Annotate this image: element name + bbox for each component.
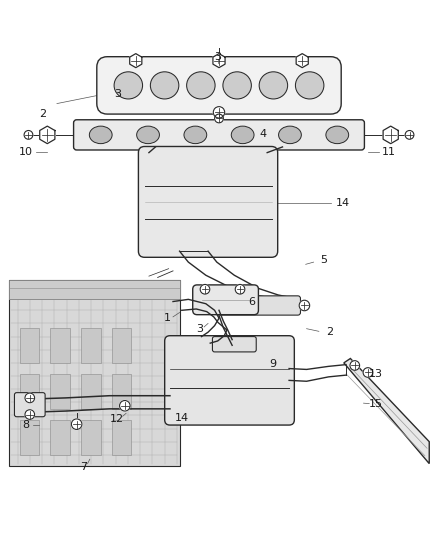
Ellipse shape	[326, 126, 349, 143]
Bar	[20, 374, 39, 409]
Bar	[50, 420, 70, 455]
Ellipse shape	[89, 126, 112, 143]
Ellipse shape	[279, 126, 301, 143]
FancyBboxPatch shape	[219, 296, 300, 315]
Bar	[112, 374, 131, 409]
FancyBboxPatch shape	[138, 147, 278, 257]
Text: 10: 10	[19, 147, 33, 157]
Ellipse shape	[184, 126, 207, 143]
Bar	[50, 328, 70, 363]
Text: 14: 14	[175, 413, 189, 423]
Bar	[112, 420, 131, 455]
Polygon shape	[296, 54, 308, 68]
FancyBboxPatch shape	[193, 285, 258, 314]
Ellipse shape	[137, 126, 159, 143]
FancyBboxPatch shape	[74, 120, 364, 150]
Text: 2: 2	[39, 109, 46, 119]
Text: 15: 15	[369, 399, 383, 409]
Circle shape	[120, 400, 130, 411]
Text: 3: 3	[196, 324, 203, 334]
Circle shape	[24, 131, 33, 139]
Circle shape	[235, 285, 245, 294]
Bar	[81, 328, 101, 363]
Text: 5: 5	[320, 255, 327, 265]
Polygon shape	[149, 147, 283, 152]
Bar	[81, 374, 101, 409]
Bar	[9, 280, 180, 466]
Text: 6: 6	[248, 297, 255, 308]
Bar	[112, 328, 131, 363]
Polygon shape	[40, 126, 55, 143]
Ellipse shape	[259, 72, 288, 99]
Text: 3: 3	[114, 90, 121, 99]
Circle shape	[215, 114, 223, 123]
Text: 14: 14	[336, 198, 350, 208]
Text: 11: 11	[382, 147, 396, 157]
Polygon shape	[344, 359, 429, 464]
Bar	[20, 328, 39, 363]
FancyBboxPatch shape	[165, 336, 294, 425]
Text: 3: 3	[215, 52, 222, 62]
Circle shape	[299, 300, 310, 311]
FancyBboxPatch shape	[14, 393, 45, 417]
Bar	[50, 374, 70, 409]
Ellipse shape	[114, 72, 143, 99]
Ellipse shape	[187, 72, 215, 99]
FancyBboxPatch shape	[212, 336, 256, 352]
Text: 8: 8	[22, 420, 29, 430]
Bar	[81, 420, 101, 455]
Circle shape	[25, 393, 35, 403]
Text: 1: 1	[164, 313, 171, 323]
Circle shape	[405, 131, 414, 139]
Circle shape	[213, 107, 225, 118]
Text: 7: 7	[81, 462, 88, 472]
Text: 2: 2	[326, 327, 333, 337]
Circle shape	[363, 368, 373, 377]
FancyBboxPatch shape	[97, 56, 341, 114]
Ellipse shape	[223, 72, 251, 99]
Circle shape	[71, 419, 82, 430]
Polygon shape	[213, 54, 225, 68]
Polygon shape	[383, 126, 398, 143]
Ellipse shape	[150, 72, 179, 99]
Bar	[20, 420, 39, 455]
Bar	[9, 280, 180, 300]
Text: 13: 13	[369, 369, 383, 379]
Polygon shape	[130, 54, 142, 68]
Circle shape	[25, 410, 35, 419]
Circle shape	[350, 361, 360, 370]
Text: 12: 12	[110, 414, 124, 424]
Text: 9: 9	[269, 359, 276, 369]
Ellipse shape	[295, 72, 324, 99]
Text: 4: 4	[259, 129, 266, 139]
Circle shape	[200, 285, 210, 294]
Ellipse shape	[231, 126, 254, 143]
